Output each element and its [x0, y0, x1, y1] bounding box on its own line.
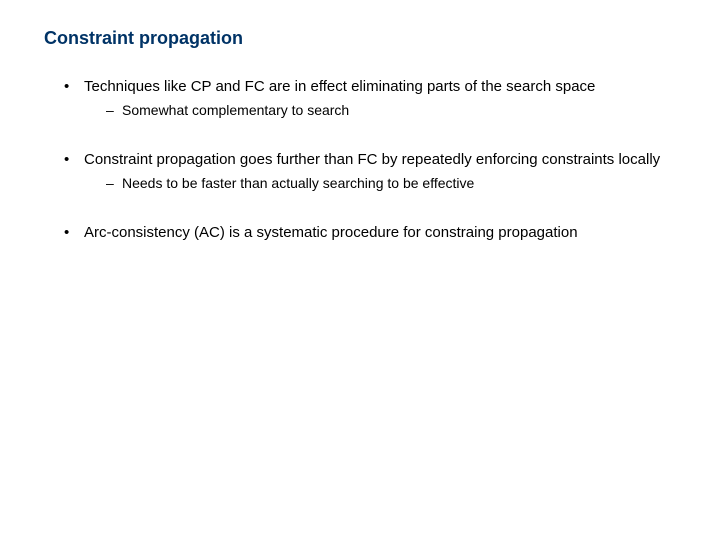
bullet-item: Constraint propagation goes further than…: [64, 150, 680, 193]
bullet-item: Arc-consistency (AC) is a systematic pro…: [64, 223, 680, 243]
sub-bullet-item: Somewhat complementary to search: [106, 101, 680, 120]
sub-bullet-item: Needs to be faster than actually searchi…: [106, 174, 680, 193]
sub-bullet-list: Somewhat complementary to search: [84, 101, 680, 120]
slide: Constraint propagation Techniques like C…: [0, 0, 720, 540]
sub-bullet-list: Needs to be faster than actually searchi…: [84, 174, 680, 193]
bullet-text: Techniques like CP and FC are in effect …: [84, 78, 595, 95]
bullet-item: Techniques like CP and FC are in effect …: [64, 77, 680, 120]
slide-title: Constraint propagation: [44, 28, 680, 49]
bullet-text: Arc-consistency (AC) is a systematic pro…: [84, 224, 578, 241]
sub-bullet-text: Needs to be faster than actually searchi…: [122, 175, 474, 191]
bullet-text: Constraint propagation goes further than…: [84, 151, 660, 168]
sub-bullet-text: Somewhat complementary to search: [122, 102, 349, 118]
bullet-list: Techniques like CP and FC are in effect …: [40, 77, 680, 244]
